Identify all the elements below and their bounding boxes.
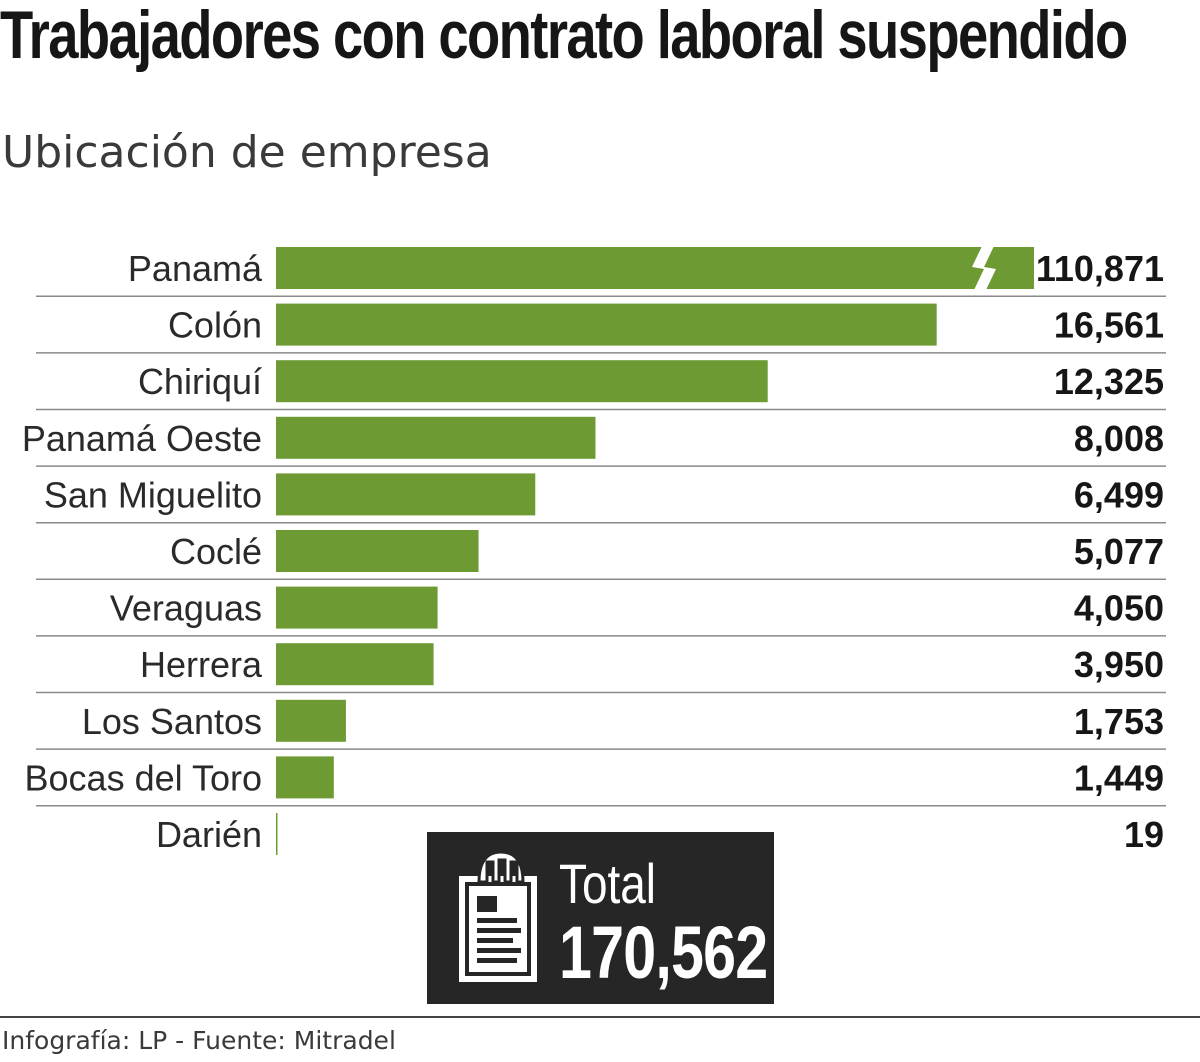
bar-3 bbox=[276, 416, 596, 459]
bar-9 bbox=[276, 756, 334, 799]
bar-5 bbox=[276, 530, 479, 572]
value-label: 1,753 bbox=[1074, 701, 1164, 742]
bar-chart: Panamá 110,871 Colón 16,561 Chiriquí 12,325 Pa… bbox=[22, 246, 1166, 855]
bar-2 bbox=[276, 360, 768, 403]
bar-8 bbox=[276, 699, 346, 742]
value-label: 12,325 bbox=[1054, 361, 1164, 402]
category-label: Coclé bbox=[170, 531, 262, 572]
value-label: 19 bbox=[1124, 814, 1164, 855]
bar-1 bbox=[276, 303, 937, 346]
value-label: 4,050 bbox=[1074, 588, 1164, 629]
bar-0 bbox=[276, 247, 1034, 289]
source-credit: Infografía: LP - Fuente: Mitradel bbox=[2, 1026, 396, 1055]
clipboard-document-icon bbox=[459, 852, 537, 982]
value-label: 3,950 bbox=[1074, 644, 1164, 685]
category-label: Bocas del Toro bbox=[25, 757, 262, 798]
total-label: Total bbox=[559, 852, 657, 915]
chart-subtitle: Ubicación de empresa bbox=[2, 127, 492, 178]
category-label: Colón bbox=[168, 305, 262, 346]
value-label: 1,449 bbox=[1074, 757, 1164, 798]
category-label: Chiriquí bbox=[138, 361, 262, 402]
bar-6 bbox=[276, 586, 438, 629]
category-label: Los Santos bbox=[82, 701, 262, 742]
category-label: Panamá bbox=[128, 248, 263, 289]
axis-break-mark bbox=[972, 246, 996, 290]
category-label: San Miguelito bbox=[44, 474, 262, 515]
total-box: Total 170,562 bbox=[427, 832, 774, 1004]
category-label: Veraguas bbox=[110, 588, 262, 629]
value-label: 110,871 bbox=[1036, 248, 1164, 289]
category-label: Panamá Oeste bbox=[22, 418, 262, 459]
bar-4 bbox=[276, 473, 536, 516]
value-label: 6,499 bbox=[1074, 474, 1164, 515]
category-label: Darién bbox=[156, 814, 262, 855]
value-label: 5,077 bbox=[1074, 531, 1164, 572]
bar-10 bbox=[276, 813, 278, 855]
value-label: 16,561 bbox=[1054, 305, 1164, 346]
chart-title: Trabajadores con contrato laboral suspen… bbox=[0, 0, 1128, 73]
category-label: Herrera bbox=[140, 644, 263, 685]
footer-divider bbox=[0, 1016, 1200, 1018]
total-value: 170,562 bbox=[559, 911, 768, 994]
bar-7 bbox=[276, 643, 434, 686]
value-label: 8,008 bbox=[1074, 418, 1164, 459]
